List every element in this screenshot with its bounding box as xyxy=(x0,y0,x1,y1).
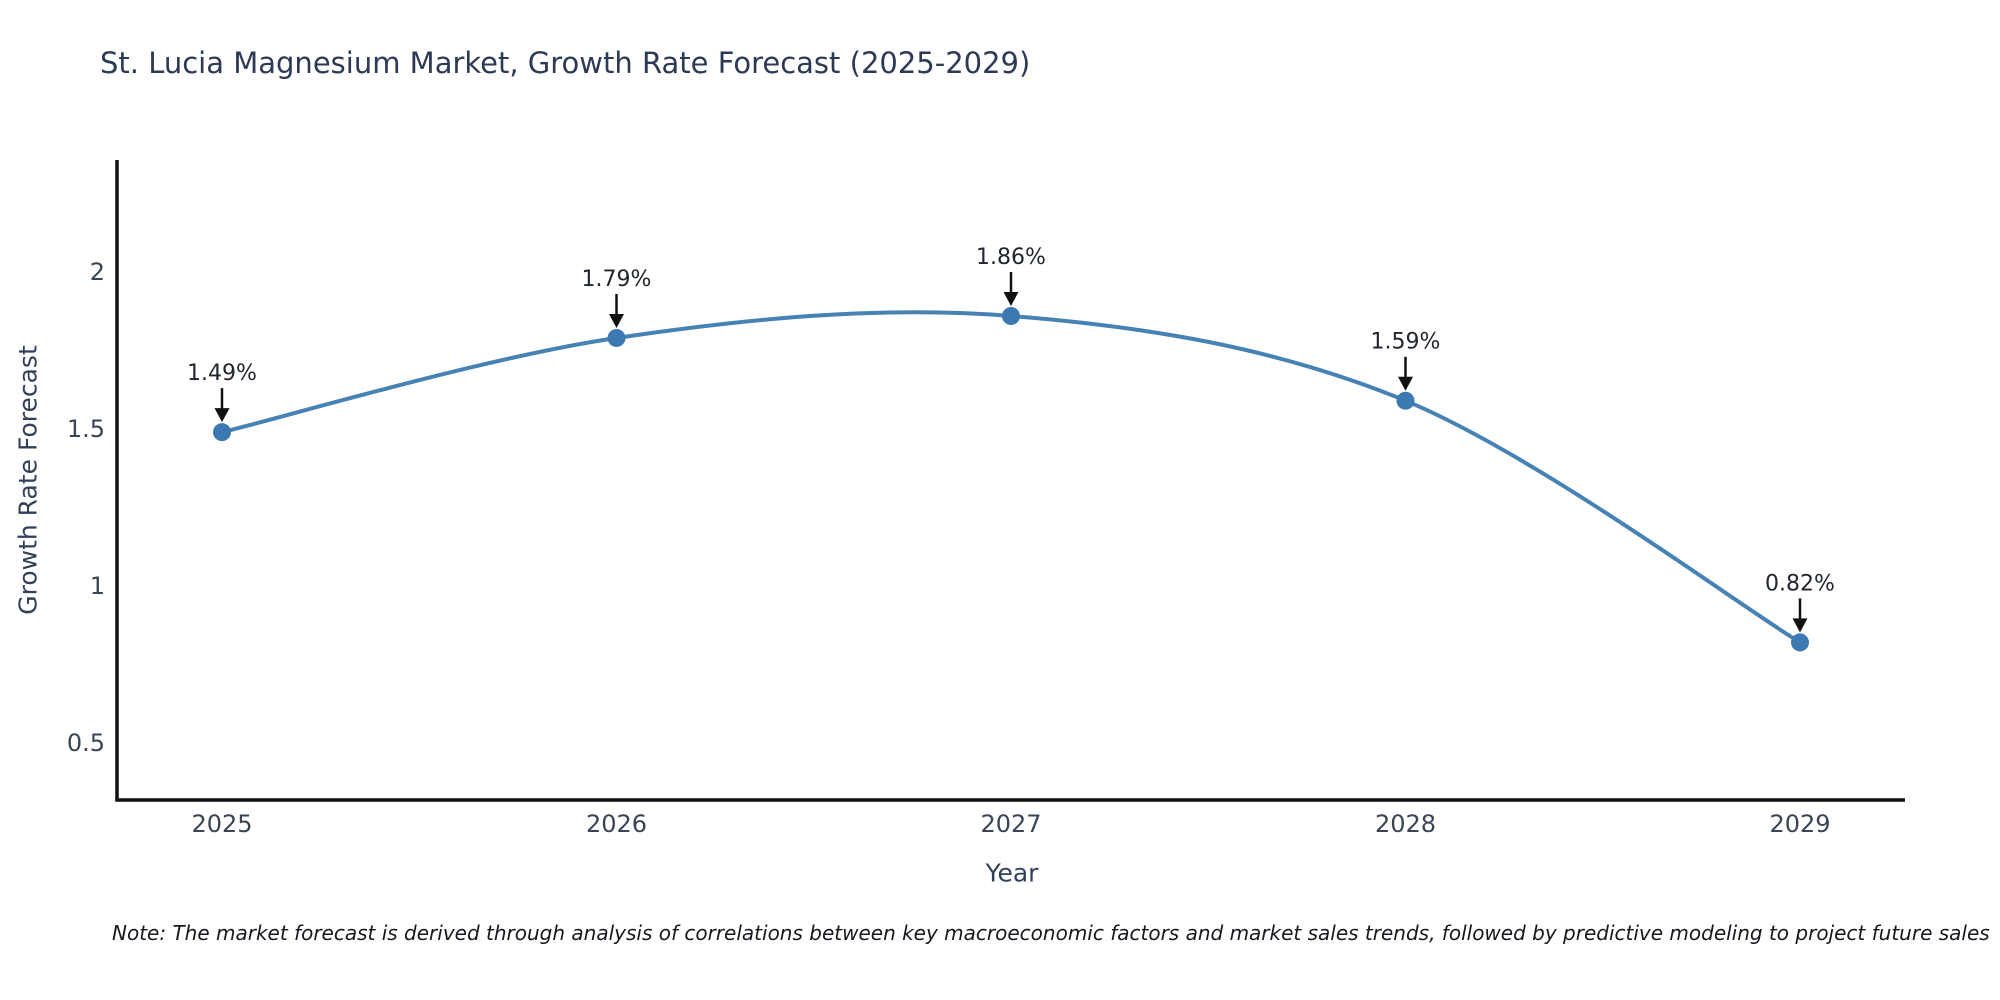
annotation-label: 1.79% xyxy=(582,267,652,292)
x-tick-label: 2027 xyxy=(980,810,1041,838)
annotation-arrow-head-icon xyxy=(1398,376,1413,391)
data-point-marker-2027 xyxy=(1002,306,1020,325)
y-tick-label: 1 xyxy=(90,572,105,600)
series-line xyxy=(220,310,1802,645)
annotation-label: 1.59% xyxy=(1371,330,1441,355)
x-tick-label: 2026 xyxy=(586,810,647,838)
y-tick-label: 0.5 xyxy=(67,729,105,757)
y-axis-label: Growth Rate Forecast xyxy=(13,345,43,615)
annotation-arrow-head-icon xyxy=(1003,291,1019,306)
data-point-marker-2025 xyxy=(213,423,231,442)
annotation-label: 1.86% xyxy=(976,245,1046,270)
data-point-marker-2026 xyxy=(607,328,626,347)
axis-spines xyxy=(115,160,1905,802)
annotation-label: 1.49% xyxy=(187,361,257,386)
x-tick-label: 2029 xyxy=(1769,810,1830,838)
y-tick-label: 1.5 xyxy=(67,415,105,443)
x-tick-label: 2025 xyxy=(191,810,252,838)
x-axis-label: Year xyxy=(985,858,1039,888)
chart-title: St. Lucia Magnesium Market, Growth Rate … xyxy=(100,46,1031,80)
y-tick-label: 2 xyxy=(90,258,105,286)
annotation-arrow-head-icon xyxy=(609,313,624,328)
data-point-marker-2029 xyxy=(1791,633,1809,652)
data-point-marker-2028 xyxy=(1396,391,1415,410)
annotation-label: 0.82% xyxy=(1765,571,1835,596)
x-tick-label: 2028 xyxy=(1375,810,1436,838)
footnote: Note: The market forecast is derived thr… xyxy=(112,921,1990,945)
annotation-arrow-head-icon xyxy=(1792,618,1808,633)
annotation-arrow-head-icon xyxy=(214,408,230,423)
